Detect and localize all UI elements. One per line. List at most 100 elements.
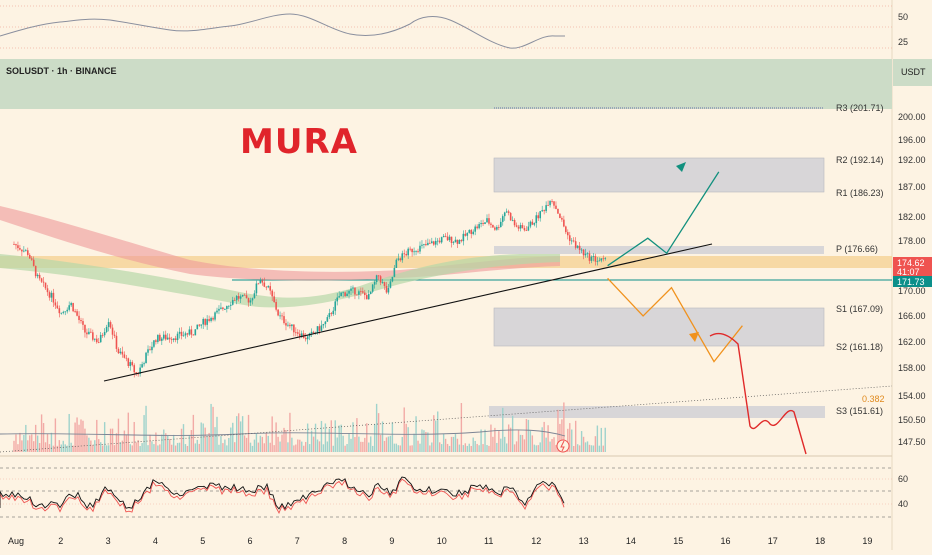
volume-bar: [582, 436, 585, 452]
bullish-arrow-head: [676, 162, 686, 172]
candle-body: [161, 338, 163, 341]
volume-bar: [373, 424, 376, 452]
volume-bar: [92, 445, 94, 452]
volume-bar: [464, 443, 467, 452]
candle-body: [527, 226, 530, 231]
candle-body: [151, 346, 153, 351]
candle-body: [42, 281, 45, 283]
volume-bar: [346, 443, 348, 452]
candle-body: [338, 296, 340, 298]
rising-trendline[interactable]: [103, 243, 713, 382]
time-label: 7: [295, 536, 300, 546]
r1-r2-zone: [493, 157, 825, 193]
candle-body: [525, 230, 528, 232]
candle-body: [275, 301, 277, 310]
candle-body: [50, 292, 53, 298]
candle-body: [226, 306, 228, 310]
candle-body: [436, 240, 439, 242]
volume-bar: [167, 436, 169, 452]
candle-body: [76, 311, 78, 316]
candle-body: [440, 237, 443, 243]
volume-bar: [511, 415, 514, 452]
volume-bar: [44, 442, 47, 452]
candle-body: [498, 227, 500, 228]
r3-zone-band: [0, 59, 892, 109]
candle-body: [429, 242, 431, 244]
volume-bar: [237, 413, 240, 452]
candle-body: [202, 318, 204, 325]
candle-body: [423, 243, 425, 245]
volume-bar: [123, 430, 126, 452]
candle-body: [115, 335, 118, 349]
candle-body: [149, 349, 151, 351]
candle-body: [298, 333, 301, 337]
volume-bar: [157, 445, 159, 452]
volume-bar: [153, 444, 155, 452]
volume-bar: [188, 435, 191, 452]
volume-bar: [76, 417, 78, 452]
candle-body: [285, 323, 287, 326]
volume-bar: [598, 445, 601, 452]
candle-body: [164, 334, 167, 340]
candle-body: [245, 295, 248, 299]
volume-bar: [109, 428, 112, 452]
candle-body: [488, 218, 490, 224]
volume-bar: [281, 434, 283, 452]
time-label: 4: [153, 536, 158, 546]
volume-bar: [23, 434, 25, 452]
candle-body: [369, 291, 372, 295]
lightning-icon[interactable]: [556, 439, 570, 453]
candle-body: [74, 311, 76, 312]
top-indicator-label-25: 25: [898, 37, 908, 47]
volume-bar: [567, 428, 569, 452]
volume-bar: [265, 432, 267, 452]
level-label-s1: S1 (167.09): [836, 304, 883, 314]
volume-bar: [94, 440, 96, 452]
volume-bar: [149, 434, 151, 452]
volume-bar: [563, 402, 565, 452]
candle-body: [431, 241, 433, 244]
candle-body: [517, 226, 520, 229]
candle-body: [529, 221, 532, 227]
volume-bar: [310, 430, 313, 452]
candle-body: [279, 315, 281, 317]
candle-body: [590, 256, 593, 261]
currency-box[interactable]: [893, 59, 932, 86]
volume-bar: [492, 436, 494, 452]
volume-bar: [86, 435, 88, 452]
volume-bar: [490, 424, 492, 452]
symbol-title[interactable]: SOLUSDT · 1h · BINANCE: [6, 66, 117, 76]
candle-body: [387, 287, 390, 293]
volume-bar: [368, 442, 370, 452]
candle-body: [72, 303, 74, 312]
volume-bar: [119, 442, 122, 452]
candle-body: [271, 290, 273, 297]
candle-body: [464, 233, 467, 236]
candle-body: [38, 274, 41, 279]
candle-body: [157, 334, 159, 342]
volume-bar: [62, 440, 64, 452]
volume-bar: [578, 445, 581, 452]
price-label: 170.00: [898, 286, 926, 296]
candle-body: [26, 250, 29, 255]
volume-bar: [206, 436, 208, 452]
candle-body: [295, 332, 297, 334]
bottom-oscillator-panel: 60 40: [0, 467, 908, 518]
candle-body: [147, 349, 149, 353]
price-label: 178.00: [898, 236, 926, 246]
candle-body: [220, 307, 222, 309]
volume-bar: [25, 424, 27, 452]
volume-bar: [117, 418, 120, 452]
candle-body: [379, 276, 382, 283]
candle-body: [113, 334, 116, 336]
volume-bar: [15, 434, 17, 452]
candle-body: [336, 297, 339, 302]
volume-bar: [151, 441, 153, 452]
volume-bar: [326, 441, 329, 452]
candle-body: [328, 313, 331, 318]
volume-bar: [588, 444, 591, 452]
volume-bar: [100, 442, 102, 452]
candle-body: [291, 324, 293, 327]
price-label: 196.00: [898, 135, 926, 145]
